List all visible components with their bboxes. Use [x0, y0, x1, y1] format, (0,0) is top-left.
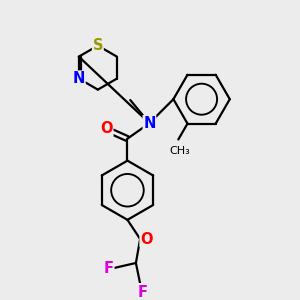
Text: N: N — [73, 71, 85, 86]
Text: O: O — [100, 121, 113, 136]
Text: F: F — [137, 285, 147, 300]
Text: O: O — [140, 232, 153, 247]
Text: F: F — [104, 260, 114, 275]
Text: CH₃: CH₃ — [169, 146, 190, 156]
Text: S: S — [93, 38, 103, 53]
Text: N: N — [143, 116, 156, 131]
